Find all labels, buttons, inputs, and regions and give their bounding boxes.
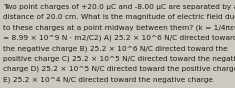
Text: charge D) 25.2 × 10^5 N/C directed toward the positive charge: charge D) 25.2 × 10^5 N/C directed towar… <box>3 66 235 72</box>
Text: positive charge C) 25.2 × 10^5 N/C directed toward the negative: positive charge C) 25.2 × 10^5 N/C direc… <box>3 55 235 62</box>
Text: to these charges at a point midway between them? (k = 1/4πε0: to these charges at a point midway betwe… <box>3 24 235 31</box>
Text: Two point charges of +20.0 μC and -8.00 μC are separated by a: Two point charges of +20.0 μC and -8.00 … <box>3 4 235 10</box>
Text: E) 25.2 × 10^4 N/C directed toward the negative charge: E) 25.2 × 10^4 N/C directed toward the n… <box>3 76 213 83</box>
Text: distance of 20.0 cm. What is the magnitude of electric field due: distance of 20.0 cm. What is the magnitu… <box>3 14 235 20</box>
Text: the negative charge B) 25.2 × 10^6 N/C directed toward the: the negative charge B) 25.2 × 10^6 N/C d… <box>3 45 227 52</box>
Text: = 8.99 × 10^9 N · m2/C2) A) 25.2 × 10^6 N/C directed toward: = 8.99 × 10^9 N · m2/C2) A) 25.2 × 10^6 … <box>3 35 235 41</box>
